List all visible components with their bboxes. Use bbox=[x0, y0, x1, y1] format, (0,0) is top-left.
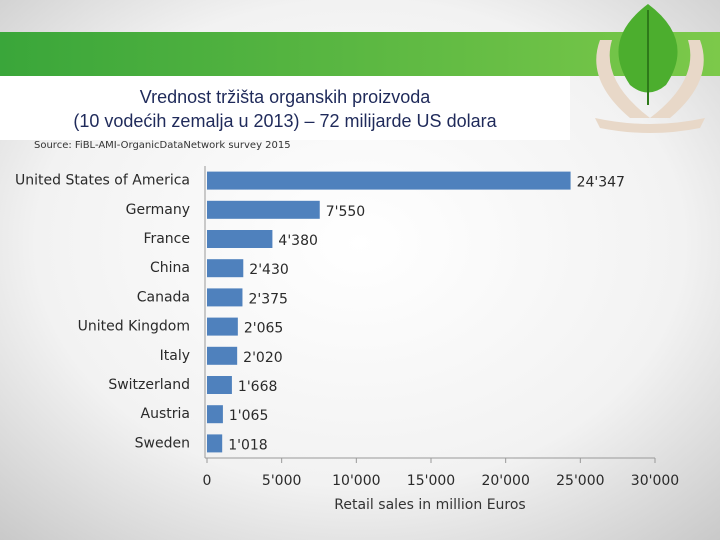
y-tick-label: Austria bbox=[141, 406, 190, 422]
title-line: (10 vodećih zemalja u 2013) – 72 milijar… bbox=[73, 111, 497, 131]
value-label: 1'018 bbox=[228, 437, 267, 453]
y-tick-label: Sweden bbox=[135, 435, 190, 451]
value-label: 1'668 bbox=[238, 379, 277, 395]
bar bbox=[207, 200, 320, 219]
title-line: Vrednost tržišta organskih proizvoda bbox=[140, 87, 431, 107]
bar bbox=[207, 230, 273, 248]
y-tick-label: Canada bbox=[137, 289, 190, 305]
y-tick-label: United States of America bbox=[15, 173, 190, 189]
x-tick-label: 5'000 bbox=[262, 473, 301, 489]
x-axis-label: Retail sales in million Euros bbox=[334, 497, 525, 513]
y-tick-label: Switzerland bbox=[108, 377, 190, 393]
x-tick-label: 0 bbox=[203, 473, 212, 489]
source: Source: FiBL-AMI-OrganicDataNetwork surv… bbox=[34, 140, 291, 151]
y-tick-label: United Kingdom bbox=[78, 319, 190, 335]
value-label: 2'430 bbox=[249, 262, 288, 278]
y-tick-label: China bbox=[150, 260, 190, 276]
value-label: 2'375 bbox=[248, 291, 287, 307]
bar bbox=[207, 434, 223, 453]
x-tick-label: 20'000 bbox=[481, 473, 529, 489]
x-tick-label: 15'000 bbox=[407, 473, 455, 489]
x-tick-label: 10'000 bbox=[332, 473, 380, 489]
bar bbox=[207, 405, 223, 424]
bar bbox=[207, 376, 232, 394]
y-tick-label: Germany bbox=[126, 202, 190, 218]
y-tick-label: Italy bbox=[160, 348, 190, 364]
bar bbox=[207, 259, 244, 278]
x-tick-label: 25'000 bbox=[556, 473, 604, 489]
bar bbox=[207, 346, 238, 365]
bar bbox=[207, 171, 571, 190]
value-label: 7'550 bbox=[326, 204, 365, 220]
value-label: 2'065 bbox=[244, 321, 283, 337]
value-label: 1'065 bbox=[229, 408, 268, 424]
y-tick-label: France bbox=[143, 231, 190, 247]
x-tick-label: 30'000 bbox=[631, 473, 679, 489]
value-label: 4'380 bbox=[278, 233, 317, 249]
bar bbox=[207, 317, 238, 336]
leaf-decoration bbox=[595, 4, 705, 133]
value-label: 24'347 bbox=[577, 175, 625, 191]
green-band bbox=[0, 32, 720, 76]
bar bbox=[207, 288, 243, 307]
value-label: 2'020 bbox=[243, 350, 282, 366]
title-box bbox=[0, 76, 570, 140]
